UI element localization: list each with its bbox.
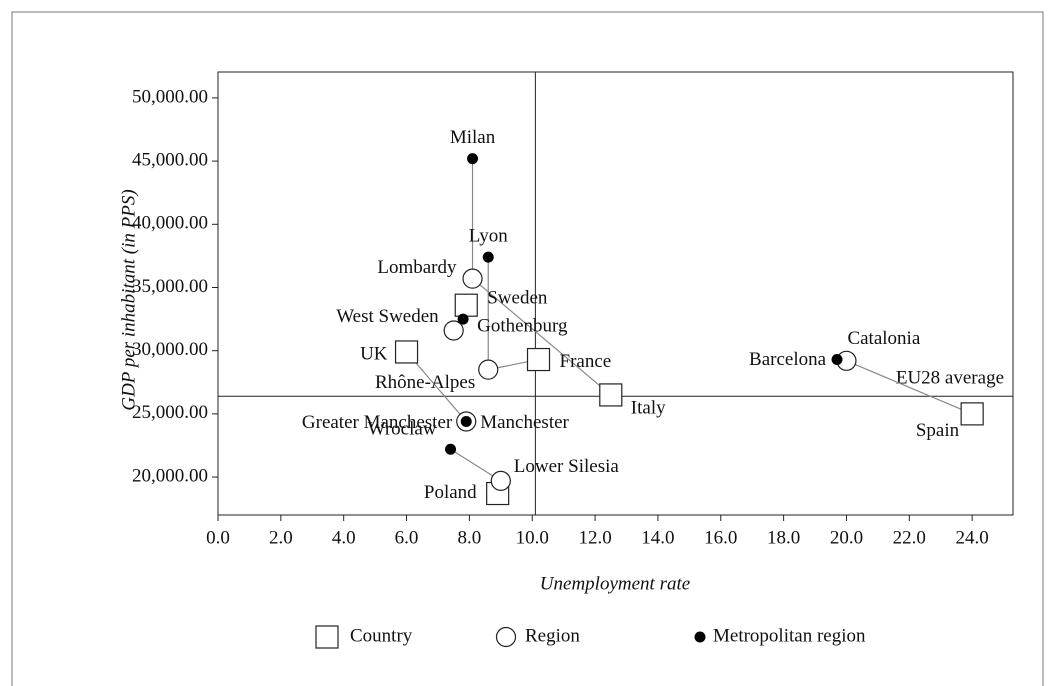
point [462,268,483,289]
point [460,415,472,427]
point [445,443,457,455]
point-label: Poland [424,482,477,503]
x-tick-label: 10.0 [516,527,549,548]
point-label: Rhône-Alpes [375,372,475,393]
point-label: Spain [916,420,960,441]
legend-label: Metropolitan region [713,625,866,646]
plot-frame [217,71,1014,516]
y-tick-label: 45,000.00 [132,149,208,170]
x-tick-label: 6.0 [395,527,419,548]
figure-border [11,11,1044,686]
point [599,383,623,407]
point-label: Lower Silesia [514,456,620,477]
y-tick-label: 30,000.00 [132,339,208,360]
point-label: West Sweden [336,306,439,327]
legend-marker [315,625,339,649]
x-tick-label: 8.0 [458,527,482,548]
y-tick-label: 25,000.00 [132,402,208,423]
x-tick-label: 22.0 [893,527,926,548]
point-label: Lyon [469,226,509,247]
reference-label: EU28 average [896,368,1004,389]
point [831,354,843,366]
legend-marker [694,631,706,643]
point [478,359,499,380]
point [454,293,478,317]
point-label: Barcelona [749,349,827,370]
x-tick-label: 24.0 [956,527,989,548]
x-tick-label: 18.0 [767,527,800,548]
y-axis-title: GDP per inhabitant (in PPS) [118,189,139,410]
point-label: Italy [631,397,666,418]
point [960,402,984,426]
point-label: Manchester [480,412,569,433]
point [467,153,479,165]
point-label: Wroclaw [368,419,437,440]
x-tick-label: 20.0 [830,527,863,548]
x-axis-title: Unemployment rate [540,573,690,594]
y-tick-label: 20,000.00 [132,465,208,486]
x-tick-label: 16.0 [704,527,737,548]
point-label: Milan [450,127,496,148]
legend-label: Country [350,625,413,646]
point-label: UK [360,343,388,364]
point [490,470,511,491]
y-tick-label: 40,000.00 [132,213,208,234]
legend-label: Region [525,625,580,646]
point [443,320,464,341]
x-tick-label: 0.0 [206,527,230,548]
point-label: Gothenburg [477,315,568,336]
point [482,251,494,263]
point-label: Greater Manchester [302,412,453,433]
point-label: Catalonia [847,328,920,349]
x-tick-label: 2.0 [269,527,293,548]
point-label: France [560,351,612,372]
point-label: Sweden [487,288,548,309]
y-tick-label: 35,000.00 [132,276,208,297]
point-label: Lombardy [377,257,457,278]
point [526,347,551,372]
x-tick-label: 12.0 [578,527,611,548]
x-tick-label: 14.0 [641,527,674,548]
point [394,340,419,364]
x-tick-label: 4.0 [332,527,356,548]
legend-marker [495,626,517,648]
point [457,313,469,325]
y-tick-label: 50,000.00 [132,86,208,107]
